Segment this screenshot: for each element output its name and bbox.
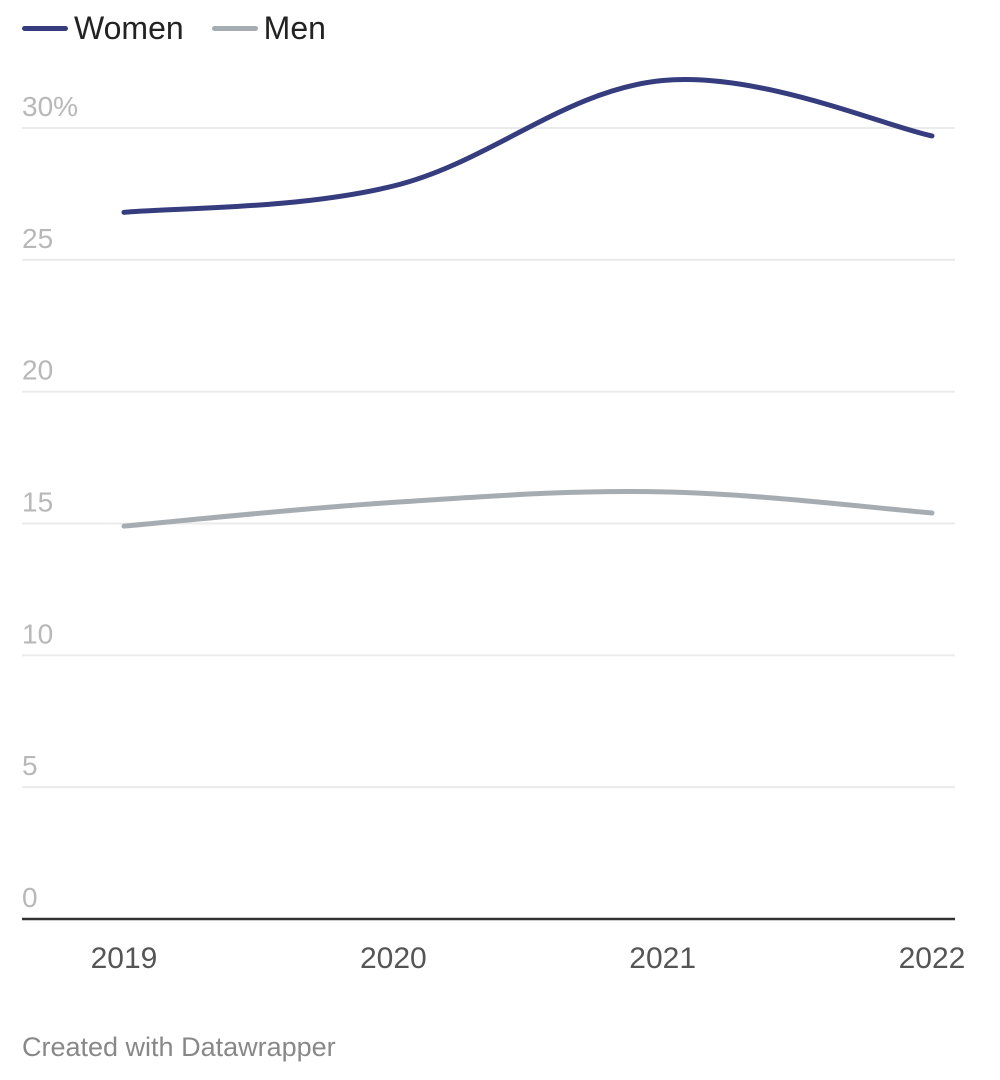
x-tick-label: 2020 (360, 942, 427, 975)
chart-credit: Created with Datawrapper (22, 1032, 336, 1062)
y-tick-label: 5 (22, 750, 38, 781)
gridlines (22, 127, 955, 789)
legend-item-men: Men (211, 9, 326, 47)
y-axis-tick-labels: 0 5 10 15 20 25 30% (22, 91, 78, 913)
y-tick-label: 0 (22, 882, 38, 913)
series-lines (121, 77, 935, 529)
x-tick-label: 2019 (91, 942, 158, 975)
legend-item-women: Women (22, 10, 184, 47)
x-tick-label: 2022 (899, 942, 966, 975)
y-tick-label: 25 (22, 223, 53, 254)
y-tick-label: 10 (22, 618, 53, 649)
y-tick-label: 20 (22, 355, 53, 386)
y-tick-label: 30% (22, 91, 78, 122)
series-line-women (121, 77, 935, 215)
legend-label-women: Women (74, 9, 184, 46)
legend-label-men: Men (263, 9, 326, 46)
x-axis-tick-labels: 2019 2020 2021 2022 (91, 942, 966, 975)
series-line-men (121, 489, 935, 529)
y-tick-label: 15 (22, 487, 53, 518)
x-tick-label: 2021 (629, 942, 696, 975)
chart-legend: Women Men (22, 8, 326, 48)
legend-swatch-women (22, 25, 68, 31)
legend-swatch-men (211, 25, 258, 31)
